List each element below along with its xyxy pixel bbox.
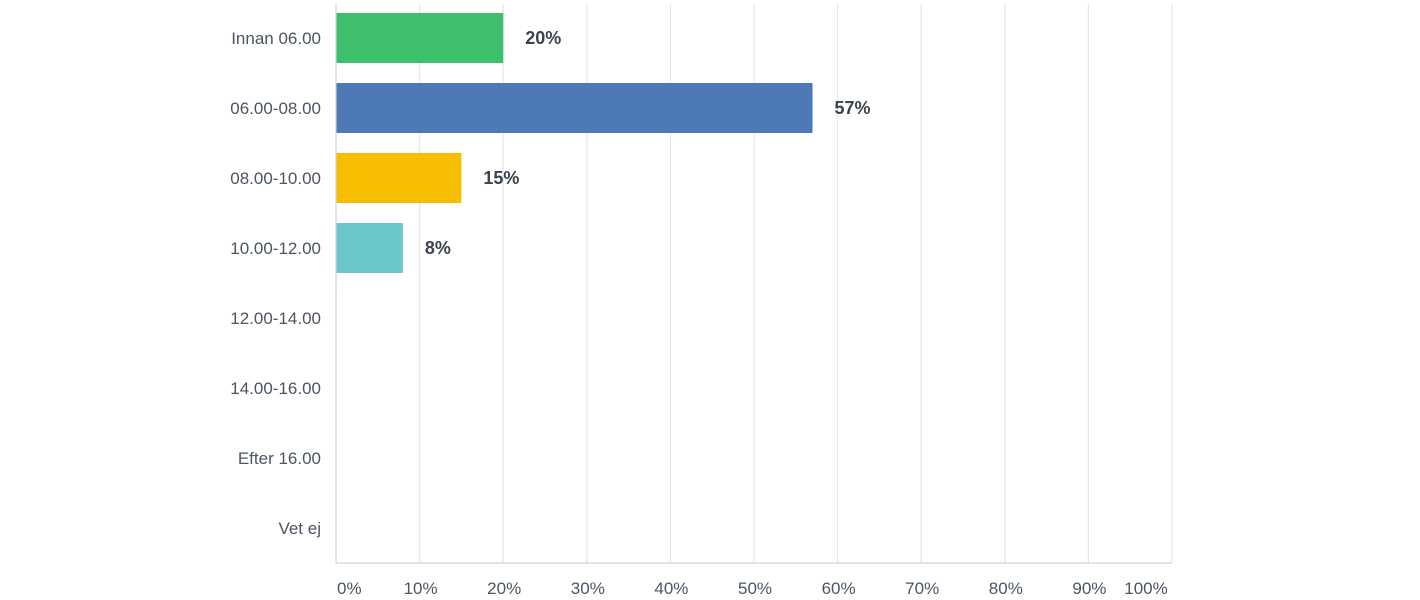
bars [336, 13, 813, 273]
x-tick-label: 50% [738, 579, 772, 598]
bar [336, 223, 403, 273]
x-tick-label: 10% [404, 579, 438, 598]
labels: 0% 10% 20% 30% 40% 50% 60% 70% 80% 90% 100% Innan 0… [230, 28, 1167, 598]
bar [336, 13, 504, 63]
data-label: 57% [835, 98, 871, 118]
category-label: 14.00-16.00 [230, 379, 321, 398]
x-tick-label: 70% [905, 579, 939, 598]
data-label: 20% [525, 28, 561, 48]
category-label: 10.00-12.00 [230, 239, 321, 258]
axes [335, 4, 1172, 564]
x-tick-label: 60% [822, 579, 856, 598]
category-label: Innan 06.00 [231, 29, 321, 48]
x-tick-label: 30% [571, 579, 605, 598]
category-label: 06.00-08.00 [230, 99, 321, 118]
category-label: Vet ej [278, 519, 321, 538]
bar [336, 83, 813, 133]
x-tick-label: 100% [1124, 579, 1167, 598]
category-label: 08.00-10.00 [230, 169, 321, 188]
bar [336, 153, 462, 203]
category-label: 12.00-14.00 [230, 309, 321, 328]
category-label: Efter 16.00 [238, 449, 321, 468]
x-tick-label: 40% [654, 579, 688, 598]
x-tick-label: 80% [989, 579, 1023, 598]
data-label: 8% [425, 238, 451, 258]
x-tick-label: 20% [487, 579, 521, 598]
data-label: 15% [483, 168, 519, 188]
x-tick-label: 0% [337, 579, 362, 598]
x-tick-label: 90% [1072, 579, 1106, 598]
